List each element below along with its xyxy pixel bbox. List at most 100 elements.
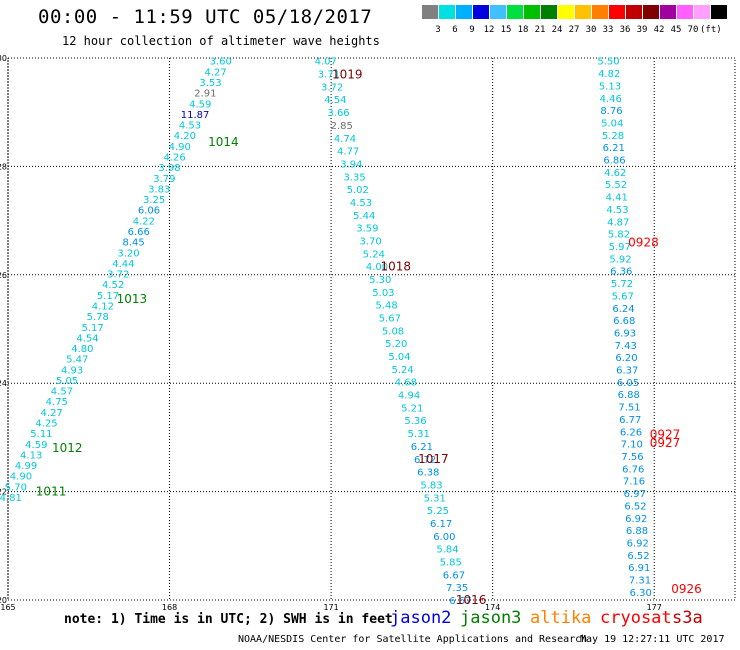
wave-height-label: 4.07 [315,57,337,68]
color-scale-label: 18 [517,25,529,35]
wave-height-label: 5.83 [420,480,442,491]
wave-height-label: 3.66 [327,108,349,119]
wave-height-label: 5.82 [608,230,630,241]
pass-time-label: 0928 [628,235,659,249]
wave-height-label: 3.35 [343,172,365,183]
wave-height-label: 5.50 [597,57,619,68]
pass-time-label: 1016 [456,593,487,607]
pass-time-label: 1013 [117,292,148,306]
wave-height-label: 5.03 [372,288,394,299]
x-tick-label: 168 [162,603,177,612]
color-scale-label: 27 [568,25,580,35]
wave-height-label: 6.88 [618,390,640,401]
wave-height-label: 6.06 [138,206,160,217]
wave-height-label: 4.26 [163,152,185,163]
color-swatch [677,5,693,19]
wave-height-label: 5.36 [404,416,426,427]
wave-height-label: 2.85 [331,121,353,132]
wave-height-label: 5.04 [601,118,623,129]
wave-height-label: 4.53 [606,205,628,216]
wave-height-label: 4.94 [398,391,420,402]
wave-height-label: 6.21 [603,143,625,154]
wave-height-label: 5.84 [436,545,458,556]
pass-time-label: 0927 [650,436,681,450]
wave-height-label: 7.43 [615,341,637,352]
wave-height-label: 4.59 [25,440,47,451]
wave-height-label: 8.76 [600,106,622,117]
wave-height-label: 4.57 [51,387,73,398]
wave-height-label: 6.77 [619,415,641,426]
wave-height-label: 6.21 [411,442,433,453]
wave-height-label: 11.87 [181,110,210,121]
wave-height-label: 5.85 [440,557,462,568]
wave-height-label: 5.20 [385,339,407,350]
color-scale-label: 15 [500,25,512,35]
wave-height-label: 4.22 [133,216,155,227]
wave-height-label: 6.86 [603,156,625,167]
wave-height-label: 3.71 [318,70,340,81]
wave-height-label: 5.11 [30,429,52,440]
color-scale-label: 21 [534,25,546,35]
wave-height-label: 6.36 [610,267,632,278]
color-swatch [575,5,591,19]
color-scale-label: 39 [636,25,648,35]
color-swatch [524,5,540,19]
x-tick-label: 177 [647,603,662,612]
wave-height-label: 6.72 [414,455,436,466]
wave-height-label: 3.72 [107,270,129,281]
wave-height-label: 4.52 [102,280,124,291]
color-swatch [660,5,676,19]
color-swatch [422,5,438,19]
color-swatch [541,5,557,19]
x-tick-label: 165 [0,603,15,612]
wave-height-label: 7.16 [623,477,645,488]
wave-height-label: 5.24 [392,365,414,376]
wave-height-label: 5.13 [599,81,621,92]
wave-height-label: 5.04 [388,352,410,363]
wave-height-label: 5.67 [379,314,401,325]
wave-height-label: 4.82 [598,69,620,80]
wave-height-label: 4.77 [337,147,359,158]
legend-jason2: jason2 [390,608,452,628]
color-scale-label: 33 [602,25,614,35]
wave-height-label: 5.97 [609,242,631,253]
legend-jason3: jason3 [460,608,522,628]
wave-height-label: 5.24 [363,249,385,260]
wave-height-label: 6.30 [630,588,652,599]
y-tick-label: 26 [0,271,7,280]
wave-height-label: 6.76 [622,464,644,475]
wave-height-label: 5.02 [347,185,369,196]
wave-height-label: 6.93 [614,328,636,339]
color-swatch [473,5,489,19]
wave-height-label: 4.93 [61,365,83,376]
wave-height-label: 7.51 [618,403,640,414]
wave-height-label: 7.35 [446,583,468,594]
wave-height-label: 4.90 [10,472,32,483]
x-tick-label: 174 [485,603,500,612]
wave-height-label: 4.25 [35,419,57,430]
wave-height-label: 5.31 [408,429,430,440]
chart-title: 00:00 - 11:59 UTC 05/18/2017 [38,6,373,28]
wave-height-label: 4.12 [92,301,114,312]
pass-time-label: 0927 [650,428,681,442]
wave-height-label: 5.72 [611,279,633,290]
wave-height-label: 5.30 [369,275,391,286]
color-scale-label: 30 [585,25,597,35]
wave-height-label: 4.27 [204,67,226,78]
wave-height-label: 3.70 [359,236,381,247]
wave-height-label: 6.52 [624,501,646,512]
wave-height-label: 3.72 [321,82,343,93]
wave-height-label: 6.67 [443,570,465,581]
wave-height-label: 5.25 [427,506,449,517]
color-scale-label: 6 [452,25,458,35]
wave-height-label: 5.17 [82,323,104,334]
color-swatch [507,5,523,19]
wave-height-label: 4.27 [41,408,63,419]
wave-height-label: 5.08 [382,326,404,337]
color-scale-label: 36 [619,25,631,35]
wave-height-label: 6.37 [616,366,638,377]
wave-height-label: 4.54 [76,333,98,344]
wave-height-label: 6.97 [624,489,646,500]
legend-s3a: s3a [672,608,703,628]
pass-time-label: 0926 [671,582,702,596]
